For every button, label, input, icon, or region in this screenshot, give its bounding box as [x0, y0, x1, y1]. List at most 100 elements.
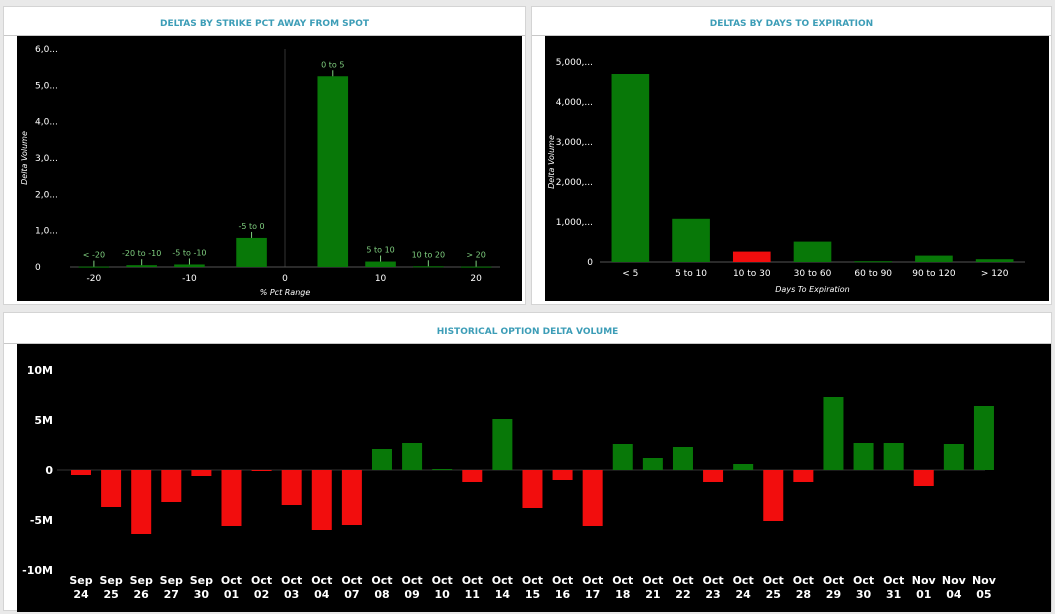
- bar: [522, 470, 543, 508]
- x-tick-day: 01: [224, 588, 239, 601]
- bar: [672, 218, 710, 262]
- x-tick-label: 30 to 60: [794, 269, 832, 279]
- bar: [582, 470, 603, 526]
- x-tick-month: Oct: [251, 574, 272, 587]
- dte-chart: 0 1,000,... 2,000,... 3,000,... 4,000,... 5,0…: [547, 58, 1025, 294]
- bar: [854, 261, 893, 263]
- bar: [371, 449, 392, 470]
- bar: [341, 470, 362, 525]
- x-tick-label: < 5: [622, 269, 638, 279]
- bar-label: 10 to 20: [412, 250, 445, 259]
- x-tick-month: Sep: [130, 574, 153, 587]
- hist-chart-area: -10M -5M 0 5M 10M Sep 24 Sep 25 Sep 26 Sep 27 Sep 30 Oc…: [17, 344, 1051, 612]
- bar: [672, 447, 693, 470]
- x-tick-month: Oct: [823, 574, 844, 587]
- x-tick-month: Oct: [221, 574, 242, 587]
- x-tick-month: Oct: [733, 574, 754, 587]
- y-tick-label: -5M: [30, 514, 53, 527]
- x-tick-month: Oct: [281, 574, 302, 587]
- x-tick-day: 27: [164, 588, 179, 601]
- x-tick-month: Oct: [492, 574, 513, 587]
- y-tick-label: 5,0...: [35, 81, 58, 91]
- y-tick-label: 4,0...: [35, 118, 58, 128]
- bar: [413, 266, 444, 268]
- x-tick-day: 04: [314, 588, 330, 601]
- x-tick-month: Oct: [793, 574, 814, 587]
- x-tick-day: 07: [344, 588, 359, 601]
- x-tick-day: 31: [886, 588, 901, 601]
- bar: [853, 443, 874, 470]
- x-tick-day: 24: [736, 588, 752, 601]
- x-tick-day: 09: [404, 588, 419, 601]
- bar: [915, 255, 953, 262]
- bar: [71, 470, 91, 475]
- bar-label: < -20: [83, 251, 105, 260]
- y-axis-title: Delta Volume: [547, 135, 556, 189]
- strike-panel-title: DELTAS BY STRIKE PCT AWAY FROM SPOT: [4, 7, 525, 36]
- x-tick-month: Oct: [853, 574, 874, 587]
- x-tick-day: 11: [465, 588, 480, 601]
- y-tick-label: 3,000,...: [556, 138, 593, 148]
- bar: [612, 444, 633, 470]
- x-tick-day: 22: [675, 588, 690, 601]
- x-tick-day: 25: [103, 588, 118, 601]
- bar: [913, 470, 934, 486]
- bar: [793, 470, 814, 482]
- bar: [462, 470, 483, 482]
- x-tick-day: 15: [525, 588, 540, 601]
- y-tick-label: 0: [587, 258, 593, 268]
- y-tick-label: 5,000,...: [556, 58, 593, 68]
- bar: [460, 266, 492, 268]
- bar: [823, 397, 844, 470]
- bar: [732, 251, 771, 262]
- x-tick-label: 5 to 10: [675, 269, 707, 279]
- strike-chart: 0 1,0... 2,0... 3,0... 4,0... 5,0... 6,0... -20…: [20, 45, 500, 297]
- bar: [191, 470, 212, 476]
- dte-panel: DELTAS BY DAYS TO EXPIRATION 0 1,000,... 2…: [531, 6, 1052, 305]
- dte-chart-area: 0 1,000,... 2,000,... 3,000,... 4,000,... 5,0…: [545, 36, 1049, 301]
- x-tick-day: 02: [254, 588, 269, 601]
- bar-label: -5 to -10: [172, 248, 206, 257]
- bar: [492, 419, 513, 470]
- x-tick-month: Oct: [763, 574, 784, 587]
- x-tick-month: Oct: [642, 574, 663, 587]
- x-tick-month: Oct: [522, 574, 543, 587]
- bar: [432, 469, 453, 470]
- y-tick-label: 10M: [27, 364, 53, 377]
- bar: [174, 264, 205, 267]
- x-tick-day: 10: [435, 588, 451, 601]
- x-tick-day: 16: [555, 588, 571, 601]
- bar: [161, 470, 182, 502]
- x-tick-day: 23: [705, 588, 720, 601]
- x-tick-month: Nov: [912, 574, 937, 587]
- strike-chart-area: 0 1,0... 2,0... 3,0... 4,0... 5,0... 6,0... -20…: [17, 36, 522, 301]
- bar-label: -5 to 0: [238, 222, 264, 231]
- y-tick-label: 0: [35, 263, 41, 273]
- x-tick-month: Sep: [160, 574, 183, 587]
- x-tick-month: Oct: [883, 574, 904, 587]
- x-tick-month: Nov: [972, 574, 997, 587]
- x-tick-month: Oct: [582, 574, 603, 587]
- bar: [975, 259, 1014, 262]
- x-tick-label: 10 to 30: [733, 269, 771, 279]
- x-tick-day: 30: [194, 588, 210, 601]
- x-tick-day: 30: [856, 588, 872, 601]
- x-axis-title: % Pct Range: [260, 288, 311, 297]
- y-tick-label: 5M: [34, 414, 53, 427]
- x-tick-month: Oct: [462, 574, 483, 587]
- x-tick-month: Oct: [702, 574, 723, 587]
- x-tick-day: 04: [946, 588, 962, 601]
- bar: [733, 464, 754, 470]
- bar: [763, 470, 784, 521]
- y-tick-label: 1,0...: [35, 227, 58, 237]
- x-tick-month: Sep: [190, 574, 213, 587]
- x-tick-month: Oct: [552, 574, 573, 587]
- x-tick-day: 24: [73, 588, 89, 601]
- hist-chart: -10M-5M05M10MSep24Sep25Sep26Sep27Sep30Oc…: [22, 364, 997, 601]
- bar: [703, 470, 724, 482]
- x-tick-label: 60 to 90: [854, 269, 892, 279]
- x-tick-day: 25: [766, 588, 781, 601]
- hist-panel-title: HISTORICAL OPTION DELTA VOLUME: [4, 315, 1051, 344]
- bar: [402, 443, 423, 470]
- bar: [973, 406, 994, 470]
